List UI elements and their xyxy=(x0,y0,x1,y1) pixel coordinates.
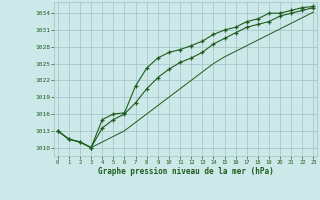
X-axis label: Graphe pression niveau de la mer (hPa): Graphe pression niveau de la mer (hPa) xyxy=(98,167,274,176)
